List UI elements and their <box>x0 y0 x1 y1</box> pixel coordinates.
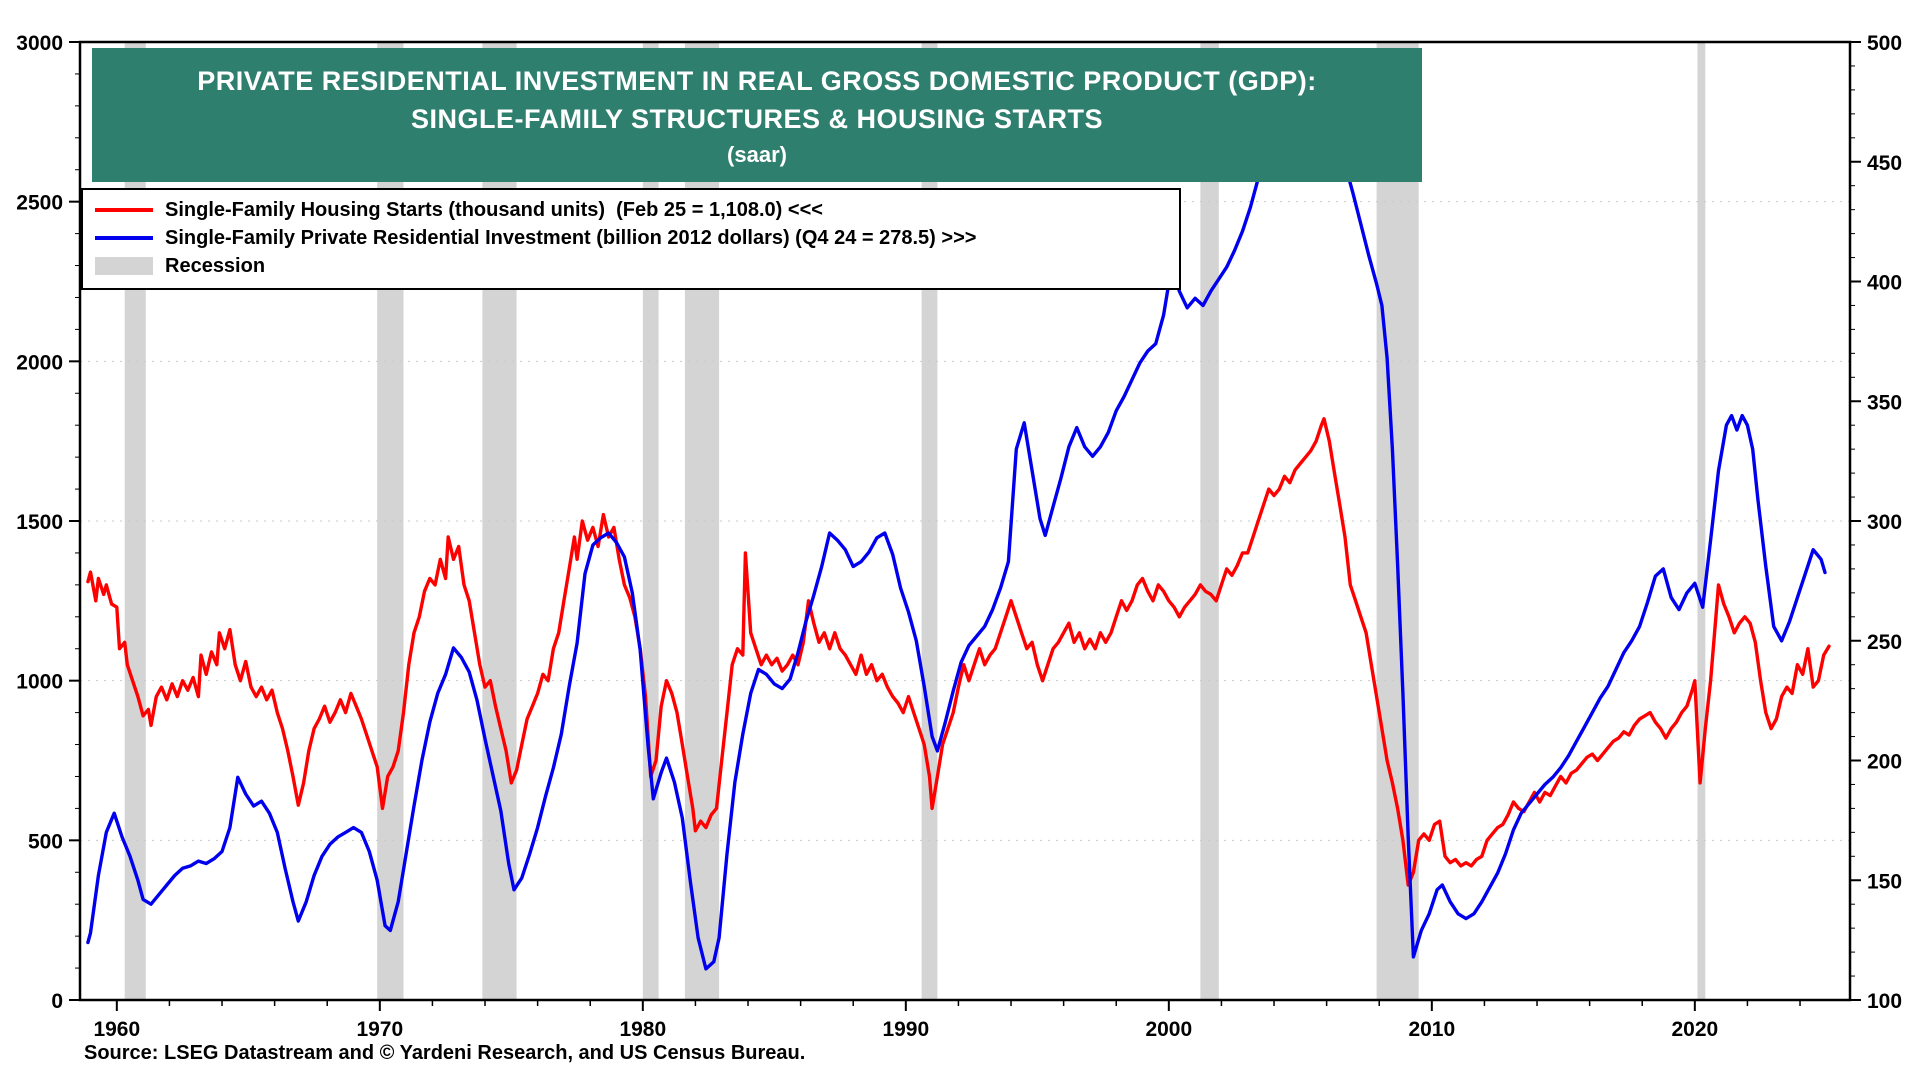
housing-starts-line <box>86 417 1831 887</box>
recession-band <box>377 42 404 1000</box>
chart-title-line2: SINGLE-FAMILY STRUCTURES & HOUSING START… <box>410 104 1104 134</box>
axis-tick-label: 350 <box>1867 391 1902 414</box>
axis-tick-label: 3000 <box>16 32 63 55</box>
axis-tick-label: 450 <box>1867 152 1902 175</box>
axis-tick-label: 150 <box>1867 870 1902 893</box>
chart-title-line3: (saar) <box>727 142 787 167</box>
axis-tick-label: 200 <box>1867 751 1902 774</box>
y-right-axis: 100 150 200 250 300 350 400 450 500 <box>1850 32 1902 1013</box>
legend-label-housing-starts: Single-Family Housing Starts (thousand u… <box>165 198 823 221</box>
axis-tick-label: 500 <box>1867 32 1902 55</box>
recession-band <box>1697 42 1706 1000</box>
axis-tick-label: 1000 <box>16 671 63 694</box>
legend-item-recession: Recession <box>95 252 1167 280</box>
recession-band <box>482 42 517 1000</box>
red-line-swatch <box>95 208 153 212</box>
axis-tick-label: 1500 <box>16 511 63 534</box>
recession-swatch <box>95 257 153 275</box>
residential-investment-line <box>86 59 1827 971</box>
legend-item-housing-starts: Single-Family Housing Starts (thousand u… <box>95 196 1167 224</box>
y-left-axis: 0 500 1000 1500 2000 2500 3000 <box>16 32 80 1013</box>
axis-tick-label: 2020 <box>1671 1018 1718 1041</box>
chart-title-box: PRIVATE RESIDENTIAL INVESTMENT IN REAL G… <box>92 48 1422 182</box>
axis-tick-label: 100 <box>1867 990 1902 1013</box>
source-note: Source: LSEG Datastream and © Yardeni Re… <box>84 1042 806 1064</box>
axis-tick-label: 2000 <box>16 351 63 374</box>
axis-tick-label: 2500 <box>16 192 63 215</box>
chart-title-line1: PRIVATE RESIDENTIAL INVESTMENT IN REAL G… <box>197 66 1317 96</box>
axis-tick-label: 0 <box>51 990 63 1013</box>
blue-line-swatch <box>95 236 153 240</box>
axis-tick-label: 500 <box>28 830 63 853</box>
axis-tick-label: 1960 <box>93 1018 140 1041</box>
recession-band <box>1376 42 1419 1000</box>
axis-tick-label: 1990 <box>882 1018 929 1041</box>
recession-band <box>124 42 146 1000</box>
axis-tick-label: 2010 <box>1408 1018 1455 1041</box>
axis-tick-label: 400 <box>1867 272 1902 295</box>
chart-legend: Single-Family Housing Starts (thousand u… <box>81 188 1181 290</box>
axis-tick-label: 1980 <box>619 1018 666 1041</box>
axis-tick-label: 1970 <box>356 1018 403 1041</box>
gridlines <box>80 201 1850 841</box>
legend-label-recession: Recession <box>165 254 266 277</box>
axis-tick-label: 300 <box>1867 511 1902 534</box>
axis-tick-label: 2000 <box>1145 1018 1192 1041</box>
axis-tick-label: 250 <box>1867 631 1902 654</box>
legend-item-residential-investment: Single-Family Private Residential Invest… <box>95 224 1167 252</box>
legend-label-residential-investment: Single-Family Private Residential Invest… <box>165 226 977 249</box>
series-lines <box>86 59 1831 971</box>
x-axis-ticks: 1960 1970 1980 1990 2000 2010 2020 <box>93 1000 1801 1041</box>
